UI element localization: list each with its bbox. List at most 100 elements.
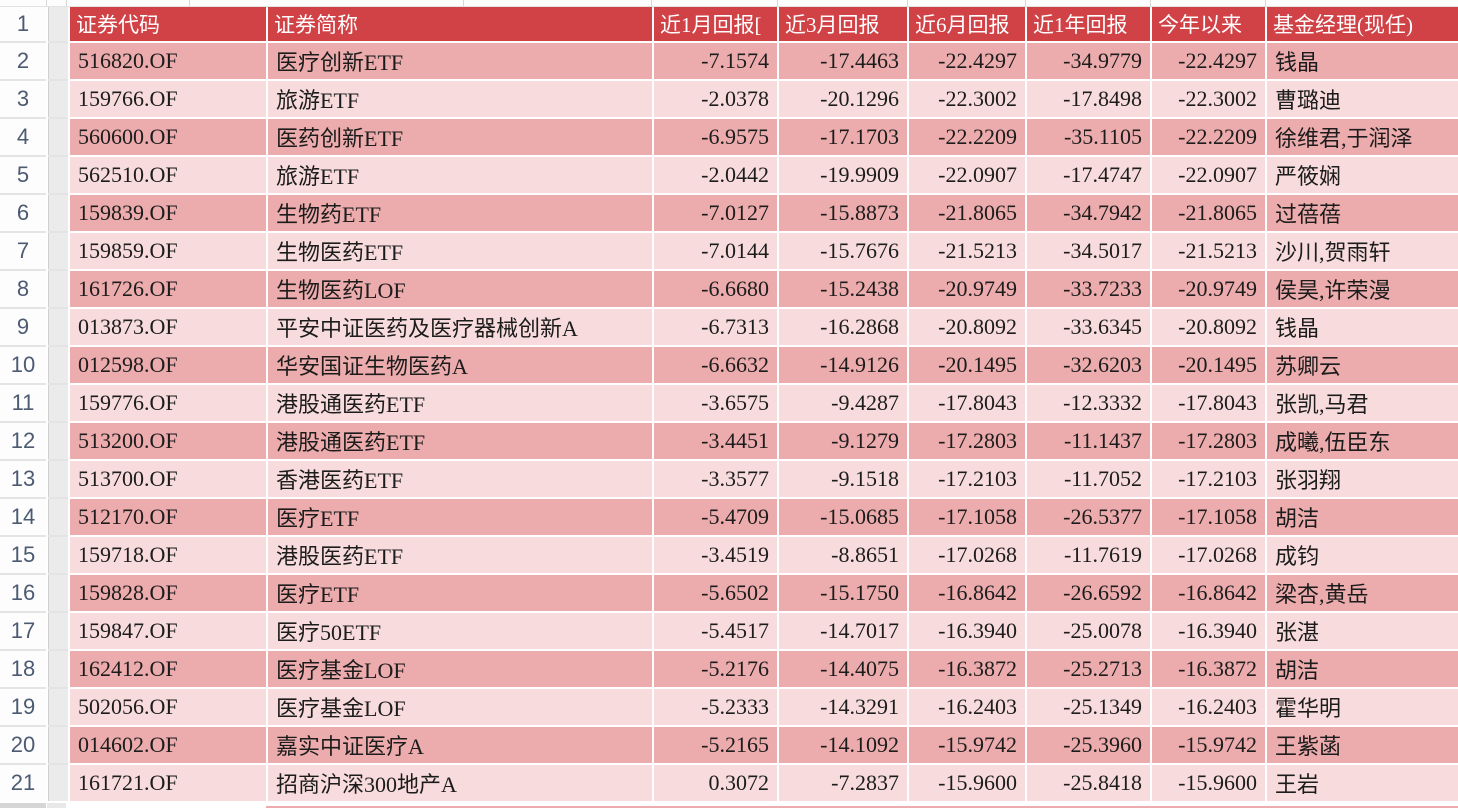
cell-return-3m[interactable]: -8.8651 [779,537,907,573]
cell-return-ytd[interactable]: -17.2103 [1152,461,1265,497]
cell-return-6m[interactable]: -16.3872 [909,651,1025,687]
cell-return-1m[interactable]: -6.6680 [654,271,777,307]
cell-return-1m[interactable]: -6.7313 [654,309,777,345]
cell-return-1y[interactable]: -25.0078 [1027,613,1150,649]
cell-return-1y[interactable]: -26.6592 [1027,575,1150,611]
cell-return-1m[interactable]: -6.9575 [654,119,777,155]
cell-return-1m[interactable]: -5.2176 [654,651,777,687]
cell-fund-manager[interactable]: 钱晶 [1267,309,1458,345]
cell-return-1y[interactable]: -34.5017 [1027,233,1150,269]
cell-security-code[interactable]: 516820.OF [70,43,266,79]
cell-security-code[interactable]: 512170.OF [70,499,266,535]
cell-return-6m[interactable]: -16.8642 [909,575,1025,611]
row-number[interactable]: 8 [0,271,46,307]
cell-return-1y[interactable]: -26.5377 [1027,499,1150,535]
cell-fund-manager[interactable]: 张凯,马君 [1267,385,1458,421]
cell-return-6m[interactable]: -22.3002 [909,81,1025,117]
row-number[interactable]: 3 [0,81,46,117]
cell-return-1m[interactable]: -3.3577 [654,461,777,497]
cell-return-3m[interactable]: -14.1092 [779,727,907,763]
cell-fund-manager[interactable]: 梁杏,黄岳 [1267,575,1458,611]
cell-security-code[interactable]: 159766.OF [70,81,266,117]
row-number[interactable]: 16 [0,575,46,611]
cell-return-6m[interactable]: -16.3940 [909,613,1025,649]
row-number[interactable]: 9 [0,309,46,345]
cell-return-1m[interactable]: -5.4517 [654,613,777,649]
row-number[interactable]: 5 [0,157,46,193]
cell-return-1y[interactable]: -12.3332 [1027,385,1150,421]
cell-security-code[interactable]: 013873.OF [70,309,266,345]
cell-return-1y[interactable]: -17.4747 [1027,157,1150,193]
cell-return-ytd[interactable]: -17.2803 [1152,423,1265,459]
row-number[interactable]: 14 [0,499,46,535]
row-number[interactable]: 19 [0,689,46,725]
cell-security-name[interactable]: 港股医药ETF [268,537,652,573]
cell-security-name[interactable]: 医疗基金LOF [268,651,652,687]
cell-return-1m[interactable]: -7.0127 [654,195,777,231]
cell-return-ytd[interactable]: -17.8043 [1152,385,1265,421]
cell-security-name[interactable]: 旅游ETF [268,81,652,117]
cell-security-name[interactable]: 平安中证医药及医疗器械创新A [268,309,652,345]
cell-security-code[interactable]: 159839.OF [70,195,266,231]
cell-return-1m[interactable]: -2.0378 [654,81,777,117]
cell-return-ytd[interactable]: -17.1058 [1152,499,1265,535]
cell-return-1m[interactable]: -3.6575 [654,385,777,421]
cell-fund-manager[interactable]: 成曦,伍臣东 [1267,423,1458,459]
cell-security-name[interactable]: 香港医药ETF [268,461,652,497]
cell-security-code[interactable]: 562510.OF [70,157,266,193]
cell-return-ytd[interactable]: -22.0907 [1152,157,1265,193]
header-return-3m[interactable]: 近3月回报 [779,7,907,41]
cell-return-3m[interactable]: -15.7676 [779,233,907,269]
cell-fund-manager[interactable]: 张湛 [1267,613,1458,649]
cell-return-3m[interactable]: -9.4287 [779,385,907,421]
cell-return-1y[interactable]: -35.1105 [1027,119,1150,155]
cell-security-code[interactable]: 502056.OF [70,689,266,725]
cell-return-6m[interactable]: -22.0907 [909,157,1025,193]
cell-security-name[interactable]: 医疗基金LOF [268,689,652,725]
cell-return-ytd[interactable]: -16.3872 [1152,651,1265,687]
cell-security-name[interactable]: 港股通医药ETF [268,423,652,459]
row-number-header[interactable]: 1 [0,7,46,41]
cell-return-1y[interactable]: -25.1349 [1027,689,1150,725]
row-number[interactable]: 17 [0,613,46,649]
cell-return-1y[interactable]: -33.7233 [1027,271,1150,307]
row-number[interactable]: 18 [0,651,46,687]
row-number[interactable]: 2 [0,43,46,79]
cell-security-name[interactable]: 医疗ETF [268,499,652,535]
cell-security-name[interactable]: 医疗50ETF [268,613,652,649]
cell-fund-manager[interactable]: 徐维君,于润泽 [1267,119,1458,155]
row-number[interactable]: 13 [0,461,46,497]
header-security-name[interactable]: 证券简称 [268,7,652,41]
cell-security-name[interactable]: 招商沪深300地产A [268,765,652,801]
cell-security-code[interactable]: 012598.OF [70,347,266,383]
cell-security-name[interactable]: 华安国证生物医药A [268,347,652,383]
cell-return-3m[interactable]: -7.2837 [779,765,907,801]
cell-security-code[interactable]: 159847.OF [70,613,266,649]
cell-return-3m[interactable]: -19.9909 [779,157,907,193]
cell-return-3m[interactable]: -14.4075 [779,651,907,687]
cell-return-1m[interactable]: 0.3072 [654,765,777,801]
cell-fund-manager[interactable]: 苏卿云 [1267,347,1458,383]
cell-security-name[interactable]: 港股通医药ETF [268,385,652,421]
cell-return-ytd[interactable]: -22.3002 [1152,81,1265,117]
cell-return-3m[interactable]: -20.1296 [779,81,907,117]
cell-fund-manager[interactable]: 成钧 [1267,537,1458,573]
cell-return-1m[interactable]: -3.4519 [654,537,777,573]
cell-return-ytd[interactable]: -21.8065 [1152,195,1265,231]
cell-return-ytd[interactable]: -16.2403 [1152,689,1265,725]
cell-return-ytd[interactable]: -17.0268 [1152,537,1265,573]
cell-security-name[interactable]: 医疗创新ETF [268,43,652,79]
cell-return-6m[interactable]: -16.2403 [909,689,1025,725]
cell-return-6m[interactable]: -20.9749 [909,271,1025,307]
cell-return-1y[interactable]: -11.7619 [1027,537,1150,573]
cell-return-3m[interactable]: -15.1750 [779,575,907,611]
cell-fund-manager[interactable]: 胡洁 [1267,499,1458,535]
row-number[interactable]: 15 [0,537,46,573]
row-number[interactable]: 4 [0,119,46,155]
header-return-ytd[interactable]: 今年以来 [1152,7,1265,41]
cell-security-code[interactable]: 513200.OF [70,423,266,459]
cell-return-ytd[interactable]: -22.4297 [1152,43,1265,79]
cell-security-code[interactable]: 159828.OF [70,575,266,611]
cell-fund-manager[interactable]: 张羽翔 [1267,461,1458,497]
cell-security-code[interactable]: 161721.OF [70,765,266,801]
